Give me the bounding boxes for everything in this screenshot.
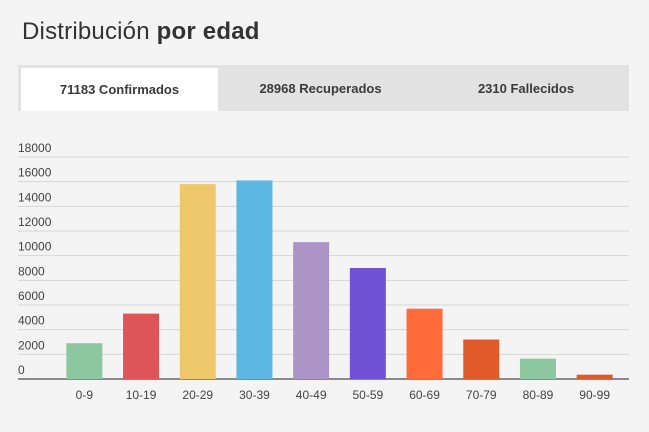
x-tick-label: 80-89 bbox=[523, 388, 554, 402]
tab-bar: 71183 Confirmados 28968 Recuperados 2310… bbox=[18, 65, 629, 111]
bar-20-29[interactable] bbox=[179, 184, 216, 379]
bar-0-9[interactable] bbox=[66, 343, 103, 379]
tab-recuperados[interactable]: 28968 Recuperados bbox=[259, 80, 382, 96]
y-tick-label: 10000 bbox=[18, 240, 52, 254]
y-tick-label: 0 bbox=[18, 363, 25, 377]
tab-fallecidos[interactable]: 2310 Fallecidos bbox=[477, 80, 575, 96]
title-regular: Distribución bbox=[22, 18, 157, 45]
y-tick-label: 8000 bbox=[18, 264, 45, 278]
x-tick-label: 90-99 bbox=[579, 388, 610, 402]
y-tick-label: 14000 bbox=[18, 190, 52, 204]
bar-30-39[interactable] bbox=[236, 180, 273, 379]
x-tick-label: 10-19 bbox=[126, 388, 157, 402]
bar-10-19[interactable] bbox=[123, 313, 160, 379]
bar-70-79[interactable] bbox=[463, 339, 500, 379]
y-tick-label: 6000 bbox=[18, 289, 45, 303]
y-tick-label: 4000 bbox=[18, 314, 45, 328]
title-bold: por edad bbox=[156, 18, 260, 45]
x-tick-label: 20-29 bbox=[182, 388, 213, 402]
x-tick-label: 0-9 bbox=[76, 388, 94, 402]
y-tick-label: 18000 bbox=[18, 141, 52, 155]
tab-confirmados[interactable]: 71183 Confirmados bbox=[21, 68, 218, 111]
x-tick-label: 60-69 bbox=[409, 388, 440, 402]
bar-80-89[interactable] bbox=[519, 358, 556, 379]
y-tick-label: 12000 bbox=[18, 215, 52, 229]
bar-40-49[interactable] bbox=[293, 242, 330, 379]
x-tick-label: 70-79 bbox=[466, 388, 497, 402]
bar-50-59[interactable] bbox=[349, 268, 386, 379]
y-tick-label: 2000 bbox=[18, 338, 45, 352]
bar-60-69[interactable] bbox=[406, 308, 443, 379]
bar-90-99[interactable] bbox=[576, 374, 613, 379]
y-tick-label: 16000 bbox=[18, 166, 52, 180]
x-tick-label: 50-59 bbox=[352, 388, 383, 402]
age-bar-chart: 0 2000 4000 6000 8000 10000 12000 14000 16000 180… bbox=[18, 141, 629, 402]
x-tick-label: 30-39 bbox=[239, 388, 270, 402]
x-tick-label: 40-49 bbox=[296, 388, 327, 402]
page-title: Distribución por edad bbox=[22, 18, 260, 46]
